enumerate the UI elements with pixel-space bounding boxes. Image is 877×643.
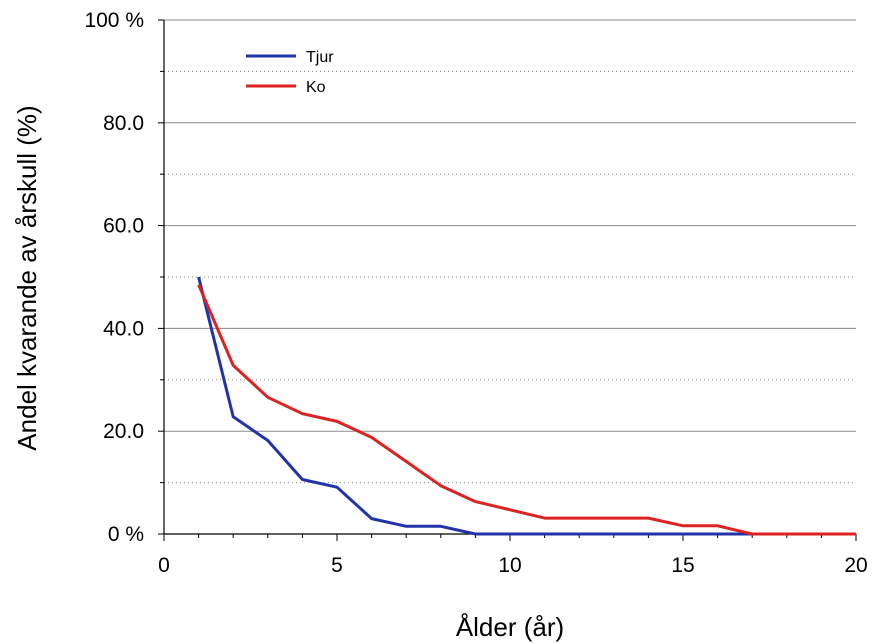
y-tick-label: 60.0 <box>103 215 144 238</box>
y-tick-label: 100 % <box>84 9 144 32</box>
axes <box>158 19 857 541</box>
x-axis-title: Ålder (år) <box>456 612 564 642</box>
y-axis-title: Andel kvarande av årskull (%) <box>12 105 42 450</box>
x-tick-label: 5 <box>331 554 343 577</box>
y-tick-labels: 0 % 20.0 40.0 60.0 80.0 100 % <box>84 9 144 546</box>
x-tick-label: 20 <box>844 554 867 577</box>
grid <box>164 19 856 484</box>
y-tick-label: 20.0 <box>103 420 144 443</box>
series-line-ko <box>197 284 856 536</box>
x-tick-label: 0 <box>158 554 170 577</box>
legend: Tjur Ko <box>246 49 334 96</box>
series-lines <box>197 276 856 536</box>
y-tick-label: 40.0 <box>103 317 144 340</box>
y-tick-label: 80.0 <box>103 112 144 135</box>
legend-label-ko: Ko <box>306 79 326 96</box>
x-tick-label: 10 <box>498 554 521 577</box>
y-tick-label: 0 % <box>108 523 144 546</box>
x-tick-labels: 0 5 10 15 20 <box>158 554 868 577</box>
series-line-tjur <box>197 276 856 536</box>
x-tick-label: 15 <box>671 554 694 577</box>
legend-label-tjur: Tjur <box>306 49 334 66</box>
